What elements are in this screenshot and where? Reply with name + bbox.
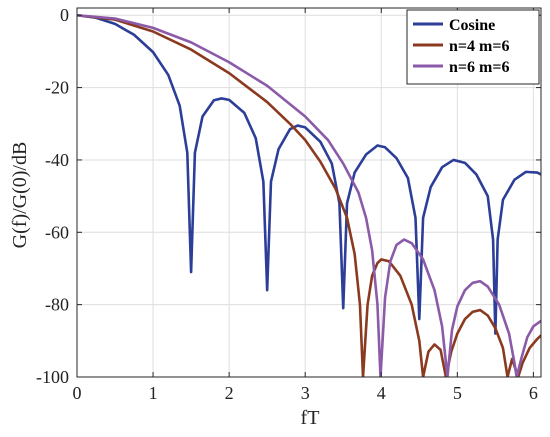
x-tick-label: 1: [149, 383, 158, 403]
series-line-1: [77, 13, 541, 335]
x-tick-label: 4: [377, 383, 386, 403]
y-tick-label: -40: [45, 150, 69, 170]
series-line-2: [77, 13, 541, 377]
series-line-3: [77, 13, 541, 377]
x-tick-label: 5: [453, 383, 462, 403]
x-axis-title: fT: [301, 407, 320, 429]
plot-border: [76, 7, 542, 378]
y-axis-title: G(f)/G(0)/dB: [9, 142, 31, 249]
x-tick-label: 3: [301, 383, 310, 403]
legend-label-1: Cosine: [449, 17, 495, 34]
legend-label-3: n=6 m=6: [449, 59, 509, 76]
plot-area: [77, 13, 541, 377]
x-tick-label: 0: [73, 383, 82, 403]
y-tick-label: -20: [45, 78, 69, 98]
legend-box: [406, 9, 540, 85]
x-tick-label: 2: [225, 383, 234, 403]
legend: Cosine n=4 m=6 n=6 m=6: [406, 9, 540, 85]
legend-label-2: n=4 m=6: [449, 38, 509, 55]
x-tick-label: 6: [529, 383, 538, 403]
y-tick-label: -80: [45, 295, 69, 315]
ticks: 0 1 2 3 4 5 6 0 -20 -40 -60 -80 -100: [36, 5, 541, 403]
y-tick-label: 0: [60, 5, 69, 25]
y-tick-label: -60: [45, 222, 69, 242]
axes-frame: [76, 7, 542, 378]
y-tick-label: -100: [36, 367, 69, 387]
